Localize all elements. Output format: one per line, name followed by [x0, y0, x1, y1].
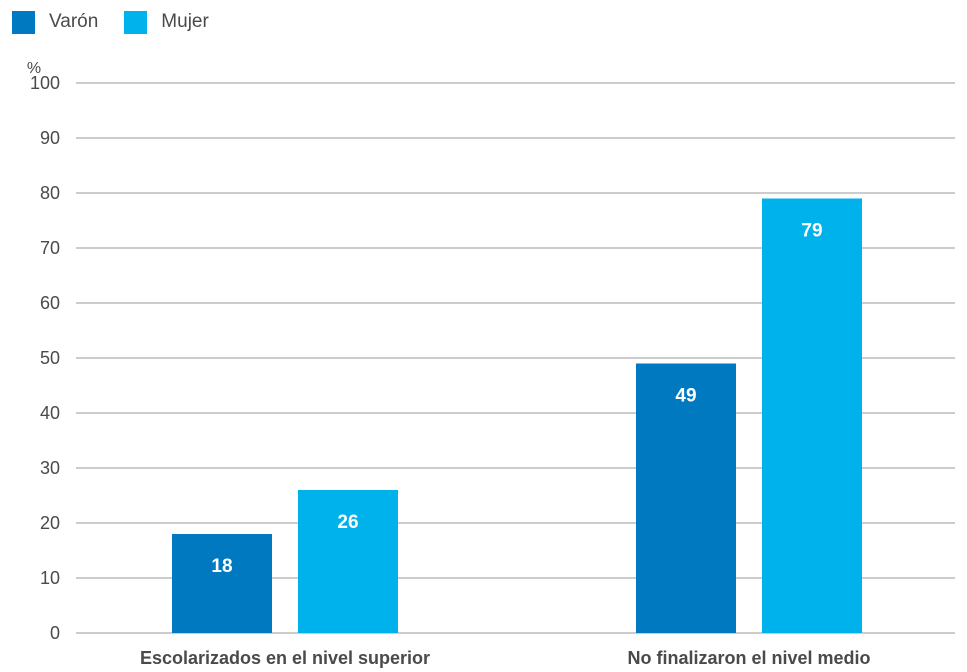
y-axis-ticks: 0 10 20 30 40 50 60 70 80 90 100	[30, 73, 60, 643]
y-tick-label: 60	[40, 293, 60, 313]
bar-value-labels: 18 26 49 79	[211, 221, 822, 578]
y-tick-label: 40	[40, 403, 60, 423]
legend: Varón Mujer	[12, 8, 235, 36]
y-tick-label: 50	[40, 348, 60, 368]
y-tick-label: 0	[50, 623, 60, 643]
bar-mujer-1	[298, 490, 398, 633]
bars	[172, 198, 862, 633]
legend-swatch-mujer	[124, 10, 148, 34]
y-axis-unit-label: %	[27, 60, 41, 77]
y-tick-label: 70	[40, 238, 60, 258]
bar-value-label: 49	[675, 386, 696, 407]
legend-item-varon: Varón	[12, 10, 99, 34]
y-tick-label: 30	[40, 458, 60, 478]
y-tick-label: 20	[40, 513, 60, 533]
bar-varon-1	[172, 534, 272, 633]
legend-swatch-varon	[12, 10, 35, 34]
bar-mujer-2	[762, 198, 862, 633]
y-tick-label: 90	[40, 128, 60, 148]
bar-value-label: 26	[337, 512, 358, 533]
category-label-2: No finalizaron el nivel medio	[627, 648, 870, 668]
y-tick-label: 100	[30, 73, 60, 93]
bar-value-label: 79	[801, 221, 822, 242]
y-tick-label: 10	[40, 568, 60, 588]
legend-label-mujer: Mujer	[161, 11, 209, 32]
bar-value-label: 18	[211, 556, 232, 577]
legend-label-varon: Varón	[49, 11, 99, 32]
bar-varon-2	[636, 363, 736, 633]
legend-item-mujer: Mujer	[124, 10, 209, 34]
category-label-1: Escolarizados en el nivel superior	[140, 648, 430, 668]
y-tick-label: 80	[40, 183, 60, 203]
category-labels: Escolarizados en el nivel superior No fin…	[140, 648, 871, 668]
